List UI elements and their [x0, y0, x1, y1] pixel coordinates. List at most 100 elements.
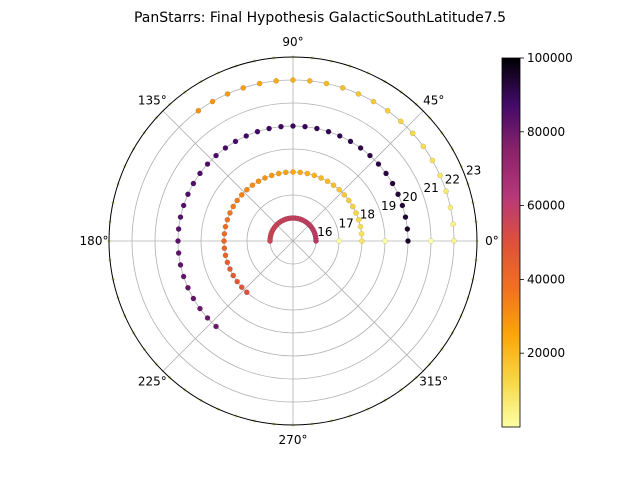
data-point	[383, 170, 389, 177]
data-point	[222, 145, 229, 151]
colorbar-tick-label: 80000	[527, 125, 565, 139]
data-point	[428, 238, 434, 244]
data-point	[238, 192, 245, 198]
data-point	[451, 238, 457, 244]
data-point	[234, 278, 240, 285]
theta-tick-label: 225°	[138, 375, 167, 389]
data-point	[375, 161, 382, 167]
data-point	[224, 259, 231, 266]
r-tick-label: 17	[338, 216, 353, 230]
r-tick-label: 21	[423, 181, 438, 195]
data-point	[180, 273, 187, 280]
data-point	[177, 214, 184, 220]
data-point	[195, 107, 202, 114]
data-point	[336, 133, 343, 139]
colorbar: 20000 40000 60000 80000 100000	[501, 51, 573, 428]
data-point	[230, 272, 237, 279]
data-point	[302, 123, 308, 130]
polar-axes: 0° 45° 90° 135° 180° 225° 270° 315° 16 17 18 19 20 2…	[80, 35, 499, 447]
data-point	[297, 169, 304, 176]
data-point	[282, 169, 289, 176]
colorbar-tick-label: 60000	[527, 199, 565, 213]
data-point	[224, 91, 231, 97]
data-point	[221, 238, 227, 244]
data-point	[185, 284, 191, 291]
data-point	[204, 161, 211, 167]
theta-tick-label: 270°	[279, 433, 308, 447]
data-point	[399, 202, 406, 209]
scatter-points	[107, 55, 479, 427]
r-tick-label: 18	[360, 208, 375, 222]
data-point	[314, 125, 320, 132]
data-point	[190, 295, 197, 302]
theta-grid-line	[162, 110, 294, 242]
data-point	[325, 128, 332, 135]
data-point	[221, 245, 228, 252]
data-point	[370, 98, 377, 105]
data-point	[339, 85, 346, 91]
data-point	[244, 186, 250, 193]
data-point	[254, 128, 261, 135]
data-point	[437, 172, 443, 179]
colorbar-ticks: 20000 40000 60000 80000 100000	[520, 51, 573, 360]
data-point	[346, 197, 352, 204]
data-point	[420, 143, 427, 150]
data-point	[355, 91, 362, 97]
data-point	[405, 238, 411, 244]
data-point	[349, 203, 356, 210]
data-point	[358, 230, 365, 237]
colorbar-gradient	[502, 58, 520, 427]
data-point	[330, 182, 337, 188]
data-point	[336, 186, 342, 193]
data-point	[318, 175, 324, 181]
data-point	[175, 250, 182, 256]
theta-tick-label: 90°	[282, 35, 303, 49]
data-point	[311, 172, 318, 179]
theta-grid-line	[292, 240, 424, 372]
data-point	[190, 180, 197, 187]
data-point	[324, 178, 331, 185]
data-point	[275, 170, 282, 177]
theta-tick-labels: 0° 45° 90° 135° 180° 225° 270° 315°	[80, 35, 499, 447]
data-point	[382, 238, 388, 244]
data-point	[221, 230, 228, 237]
data-point	[227, 266, 233, 272]
colorbar-tick-label: 20000	[527, 346, 565, 360]
data-point	[222, 252, 229, 259]
r-tick-label: 23	[466, 164, 481, 178]
colorbar-tick-label: 100000	[527, 51, 573, 65]
data-point	[273, 78, 279, 84]
data-point	[267, 238, 273, 244]
data-point	[450, 221, 456, 227]
data-point	[397, 118, 404, 125]
data-point	[177, 262, 184, 268]
theta-tick-label: 135°	[138, 93, 167, 107]
data-point	[230, 203, 237, 210]
data-point	[341, 192, 348, 198]
data-point	[395, 191, 401, 198]
data-point	[429, 157, 436, 164]
data-point	[175, 226, 182, 232]
data-point	[185, 191, 191, 198]
chart-title: PanStarrs: Final Hypothesis GalacticSout…	[134, 10, 506, 26]
theta-tick-label: 180°	[80, 234, 109, 248]
data-point	[323, 80, 330, 87]
r-tick-label: 22	[445, 172, 460, 186]
polar-frame	[108, 56, 478, 426]
data-point	[180, 202, 187, 209]
data-point	[384, 107, 391, 114]
data-point	[197, 305, 203, 312]
data-point	[409, 130, 416, 137]
data-point	[224, 216, 231, 223]
data-point	[244, 289, 250, 296]
data-point	[359, 238, 365, 244]
data-point	[357, 223, 364, 230]
data-point	[227, 210, 233, 216]
data-point	[213, 152, 219, 159]
data-point	[357, 145, 364, 151]
data-point	[336, 238, 342, 244]
data-point	[307, 78, 313, 84]
data-point	[389, 180, 396, 187]
theta-tick-label: 315°	[419, 375, 448, 389]
data-point	[175, 238, 181, 244]
